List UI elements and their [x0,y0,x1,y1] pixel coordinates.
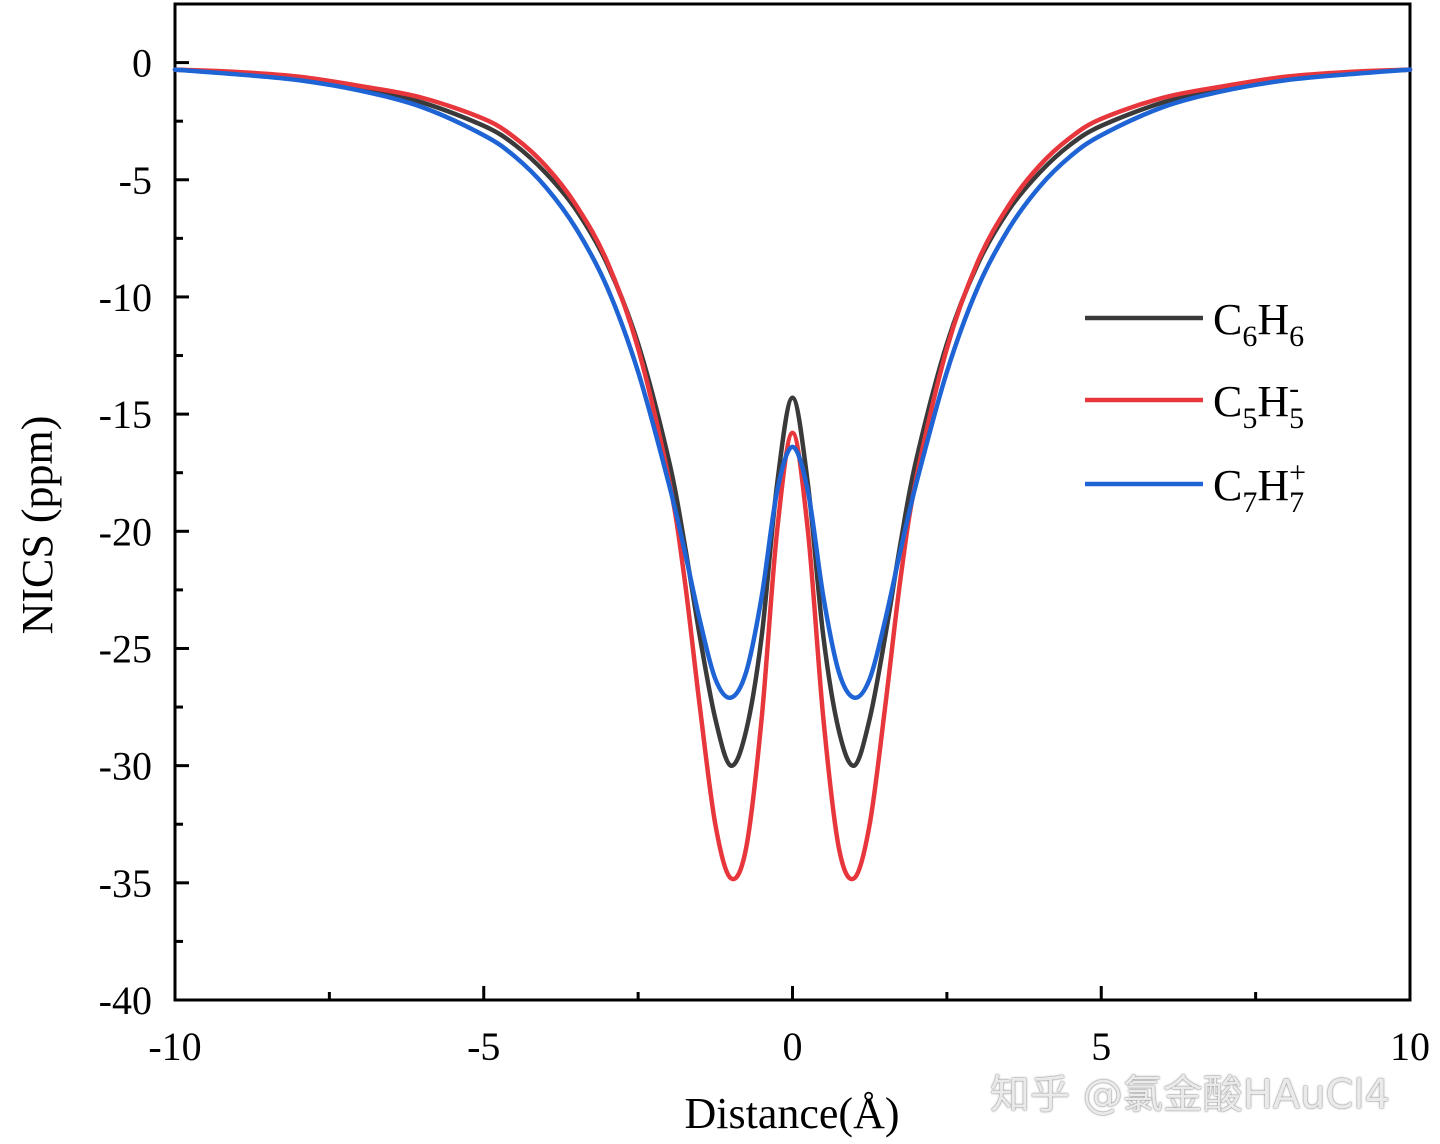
y-tick-label: -35 [99,861,152,906]
y-tick-label: -10 [99,275,152,320]
x-tick-label: 0 [783,1024,803,1069]
watermark: 知乎 @氯金酸HAuCl4 [990,1072,1390,1118]
y-tick-label: 0 [132,41,152,86]
y-tick-label: -20 [99,509,152,554]
x-axis-title: Distance(Å) [684,1089,899,1138]
series-line-1 [172,67,1413,882]
y-tick-label: -15 [99,392,152,437]
legend-label: C7H7+ [1213,456,1306,519]
x-tick-label: -5 [467,1024,500,1069]
axis-ticks [173,2,1412,1002]
series-lines [172,67,1413,882]
legend-label: C6H6 [1213,295,1304,353]
series-line-0 [172,67,1413,768]
y-tick-label: -5 [119,158,152,203]
axis-tick-labels: -10 -5 0 5 10 0 -5 -10 -15 -20 -25 -30 -35 -40 [99,41,1430,1069]
legend-label: C5H5- [1213,372,1304,435]
x-tick-label: -10 [148,1024,201,1069]
y-tick-label: -25 [99,626,152,671]
x-tick-label: 10 [1390,1024,1430,1069]
y-axis-title: NICS (ppm) [13,416,62,635]
legend: C6H6 C5H5- C7H7+ [1085,295,1306,519]
series-line-2 [172,67,1413,700]
x-tick-label: 5 [1091,1024,1111,1069]
y-tick-label: -40 [99,978,152,1023]
y-tick-label: -30 [99,744,152,789]
